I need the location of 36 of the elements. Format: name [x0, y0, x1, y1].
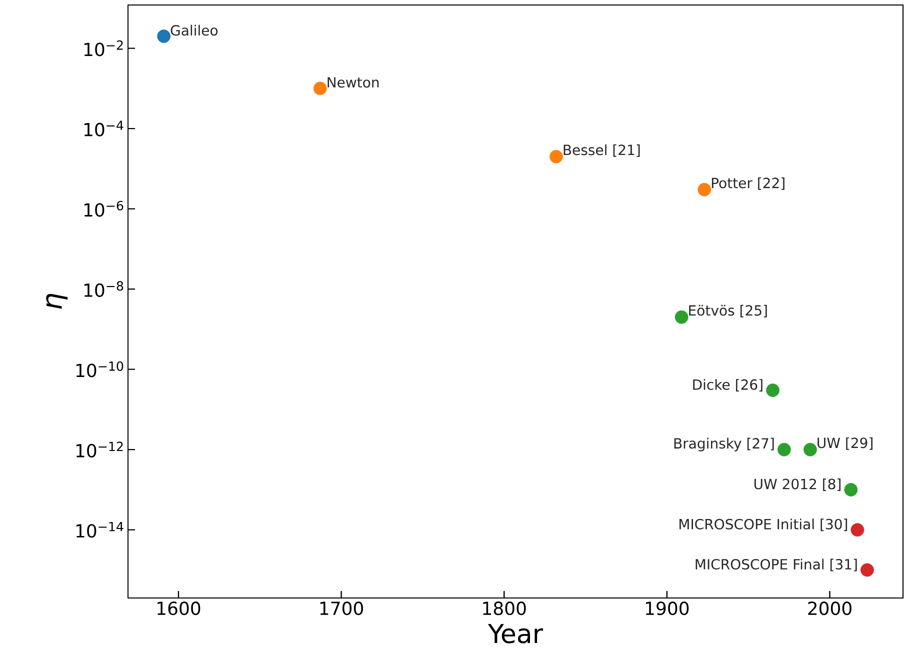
y-tick-label: 10$^{−4}$ — [84, 120, 124, 136]
annotation: Newton — [328, 77, 379, 88]
x-tick-label: 1900 — [646, 602, 689, 616]
point — [860, 563, 874, 577]
point — [550, 150, 563, 164]
point — [674, 310, 688, 324]
annotation: MICROSCOPE Initial [30] — [680, 518, 848, 532]
x-tick-label: 1700 — [320, 602, 363, 616]
point — [313, 82, 327, 96]
point — [157, 30, 171, 43]
point — [766, 384, 780, 398]
x-tick-label: 2000 — [808, 602, 852, 616]
annotation: MICROSCOPE Final [31] — [696, 558, 857, 572]
y-tick-label: 10$^{−8}$ — [84, 281, 124, 298]
y-tick-label: 10$^{−14}$ — [76, 522, 124, 538]
annotation: Dicke [26] — [693, 379, 762, 392]
point — [804, 442, 817, 456]
y-axis-title: η — [46, 294, 68, 309]
point — [844, 483, 858, 496]
point — [850, 523, 864, 537]
y-tick-label: 10$^{−2}$ — [84, 40, 123, 56]
y-tick-label: 10$^{−12}$ — [76, 442, 123, 458]
annotation: Potter [22] — [712, 177, 784, 190]
point — [698, 182, 712, 196]
x-axis-title: Year — [488, 624, 544, 644]
annotation: Eötvös [25] — [689, 304, 767, 318]
x-tick-label: 1800 — [483, 602, 526, 616]
point — [777, 442, 791, 456]
annotation: Bessel [21] — [564, 144, 640, 157]
annotation: Galileo — [170, 24, 218, 36]
y-tick-label: 10$^{−10}$ — [76, 361, 124, 378]
annotation: UW [29] — [818, 437, 872, 450]
annotation: Braginsky [27] — [674, 438, 774, 452]
x-tick-label: 1600 — [158, 602, 200, 616]
annotation: UW 2012 [8] — [754, 478, 840, 491]
y-tick-label: 10$^{−6}$ — [84, 200, 124, 217]
